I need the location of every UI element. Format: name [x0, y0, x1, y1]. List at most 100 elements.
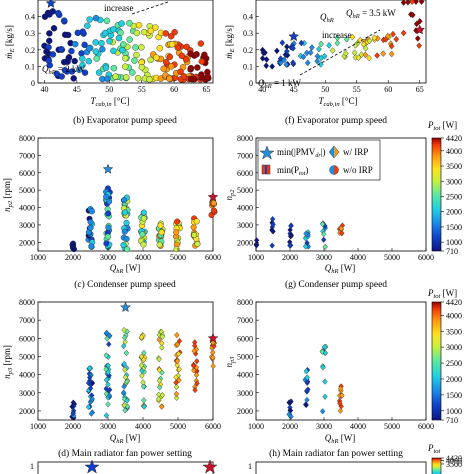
colorbar-3-label: Ptot [427, 443, 441, 455]
caption-g: (g) Condenser pump speed [285, 279, 387, 290]
scatter-point [321, 52, 328, 60]
scatter-point [121, 383, 127, 390]
scatter-point [58, 45, 65, 53]
scatter-point [106, 332, 112, 339]
scatter-point [287, 407, 294, 414]
y-tick-label: 0.3 [25, 29, 35, 38]
colorbar-tick-label: 1000 [446, 407, 462, 416]
x-tick-label: 60 [384, 85, 392, 94]
scatter-point [194, 240, 201, 247]
colorbar-tick-label: 3000 [446, 177, 462, 186]
scatter-point [105, 224, 112, 231]
x-tick-label: 4000 [350, 253, 366, 262]
scatter-point [84, 22, 91, 29]
scatter-point [277, 55, 284, 62]
scatter-point [303, 230, 309, 237]
scatter-point [337, 385, 344, 392]
scatter-point [210, 354, 216, 361]
scatter-point [89, 395, 95, 403]
scatter-point [173, 229, 180, 236]
scatter-point [140, 209, 147, 216]
scatter-point [288, 231, 294, 238]
scatter-point [122, 374, 129, 381]
legend-item-2: min(Ptot) [277, 165, 308, 177]
panel-e-marks [259, 0, 426, 70]
scatter-point [121, 360, 127, 367]
y-tick-label: 0.4 [243, 13, 253, 22]
scatter-point [139, 372, 145, 379]
scatter-point [103, 376, 110, 384]
caption-f: (f) Evaporator pump speed [285, 115, 387, 126]
scatter-point [159, 344, 165, 351]
scatter-point [123, 349, 130, 357]
scatter-point [64, 58, 71, 65]
y-tick-label: 0.1 [243, 62, 253, 71]
scatter-point [173, 390, 180, 398]
panel-e-axes [255, 0, 427, 84]
colorbar-tick-label: 4000 [446, 147, 462, 156]
scatter-point [284, 47, 290, 55]
scatter-point [371, 34, 378, 42]
panel-bottom-left-star-red [202, 459, 218, 474]
scatter-point [177, 68, 184, 75]
panel-c-xlabel: QhR [W] [110, 433, 140, 445]
scatter-point [176, 366, 182, 373]
scatter-point [87, 224, 94, 231]
panel-g-marks [286, 343, 345, 420]
scatter-point [156, 336, 162, 343]
scatter-point [86, 45, 93, 52]
panel-f-xlabel: QhR [W] [325, 263, 355, 275]
scatter-point [304, 378, 311, 385]
scatter-point [112, 73, 119, 80]
y-tick-label: 8000 [19, 298, 35, 307]
y-tick-label: 0.2 [25, 46, 35, 55]
x-tick-label: 3000 [316, 422, 332, 431]
y-tick-label: 2000 [19, 407, 35, 416]
scatter-point [173, 374, 179, 381]
scatter-point [61, 31, 69, 38]
x-tick-label: 6000 [205, 253, 221, 262]
scatter-point [99, 46, 106, 53]
scatter-point [88, 410, 94, 417]
panel-e-xlabel: Tcab,in [°C] [319, 96, 358, 108]
scatter-point [162, 58, 170, 66]
y-tick-label: 3000 [237, 221, 253, 230]
scatter-point [414, 35, 421, 42]
scatter-point [85, 379, 92, 387]
scatter-point [194, 358, 200, 365]
panel-f: 1000 2000 3000 4000 5000 6000 2000 3000 4000 5000… [224, 134, 434, 290]
scatter-point [118, 20, 125, 27]
scatter-point [98, 39, 105, 47]
scatter-point [124, 378, 130, 385]
scatter-point [46, 30, 53, 37]
x-tick-label: 1000 [30, 422, 46, 431]
panel-c: 1000 2000 3000 4000 5000 6000 2000 3000 4000 5000… [2, 298, 221, 459]
colorbar-tick-label: 3500 [446, 327, 462, 336]
x-tick-label: 55 [353, 85, 361, 94]
scatter-point [76, 66, 83, 74]
panel-bottom-right-axes [255, 461, 427, 474]
scatter-point [86, 365, 93, 372]
scatter-point [418, 0, 425, 5]
scatter-point [174, 218, 181, 225]
scatter-point [68, 68, 76, 75]
scatter-point [121, 402, 127, 409]
colorbar-tick-label: 4000 [446, 311, 462, 320]
x-tick-label: 3000 [100, 422, 116, 431]
scatter-point [176, 350, 182, 357]
scatter-point [61, 67, 69, 74]
scatter-point [121, 326, 127, 334]
scatter-point [122, 334, 128, 341]
scatter-point [283, 61, 290, 68]
scatter-point [88, 243, 95, 250]
panel-e-q1: QhR = 1 kW [258, 78, 302, 90]
caption-h: (h) Main radiator fan power setting [269, 448, 403, 459]
y-tick-label: 2000 [237, 407, 253, 416]
scatter-point [174, 44, 182, 51]
scatter-point [191, 362, 197, 370]
panel-e: 40 45 50 55 60 65 0 0.1 0.2 0.3 0.4 Tcab,in [°C] ṁ… [224, 0, 427, 126]
colorbar-2: Ptot [W] 4420 4000 3500 3000 2500 2000 1500 100… [427, 288, 462, 425]
scatter-point [106, 37, 113, 45]
y-tick-label: 5000 [237, 352, 253, 361]
